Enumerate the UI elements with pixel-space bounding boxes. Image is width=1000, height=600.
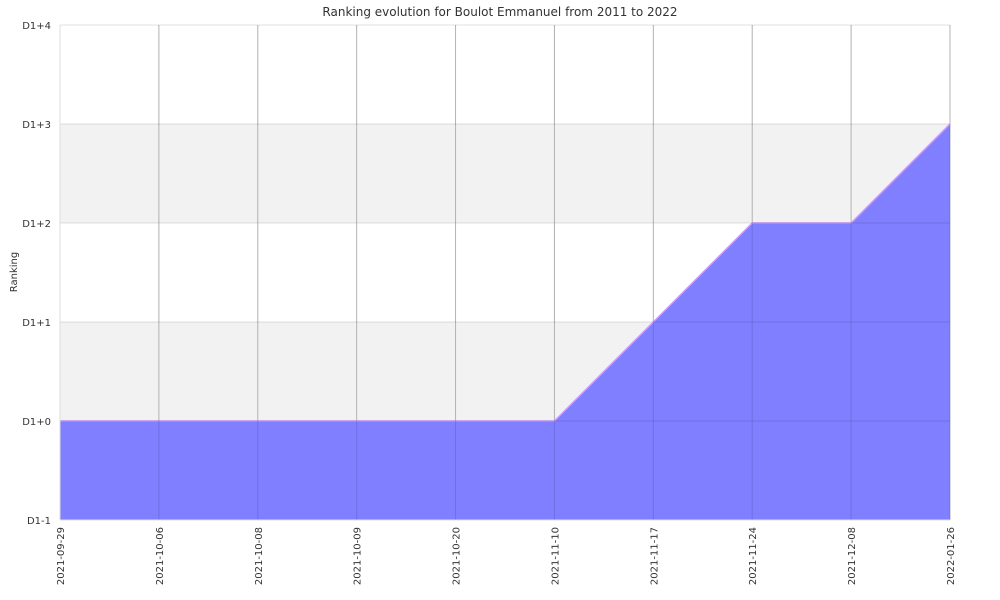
x-tick-label: 2021-11-10	[550, 527, 561, 585]
area-series	[60, 123, 951, 520]
y-tick-label: D1-1	[27, 516, 51, 527]
x-tick-label: 2021-11-24	[748, 527, 759, 585]
axes	[59, 25, 950, 521]
x-tick-labels: 2021-09-29 2021-10-06 2021-10-08 2021-10-09…	[56, 527, 957, 585]
x-tick-label: 2021-10-06	[155, 527, 166, 585]
x-tick-label: 2021-09-29	[56, 527, 67, 585]
x-tick-label: 2022-01-26	[946, 527, 957, 585]
x-tick-label: 2021-10-08	[254, 527, 265, 585]
y-tick-label: D1+0	[22, 417, 51, 428]
background-band	[60, 124, 950, 223]
y-tick-label: D1+1	[22, 318, 51, 329]
y-tick-label: D1+3	[22, 120, 51, 131]
y-axis-label: Ranking	[9, 252, 20, 292]
x-tick-label: 2021-11-17	[649, 527, 660, 585]
area-line	[60, 123, 951, 422]
y-tick-label: D1+2	[22, 219, 51, 230]
y-tick-labels: D1-1 D1+0 D1+1 D1+2 D1+3 D1+4	[22, 21, 51, 527]
chart-title: Ranking evolution for Boulot Emmanuel fr…	[322, 5, 677, 19]
x-tick-label: 2021-10-09	[353, 527, 364, 585]
x-tick-label: 2021-10-20	[452, 527, 463, 585]
y-tick-label: D1+4	[22, 21, 51, 32]
x-tick-label: 2021-12-08	[847, 527, 858, 585]
